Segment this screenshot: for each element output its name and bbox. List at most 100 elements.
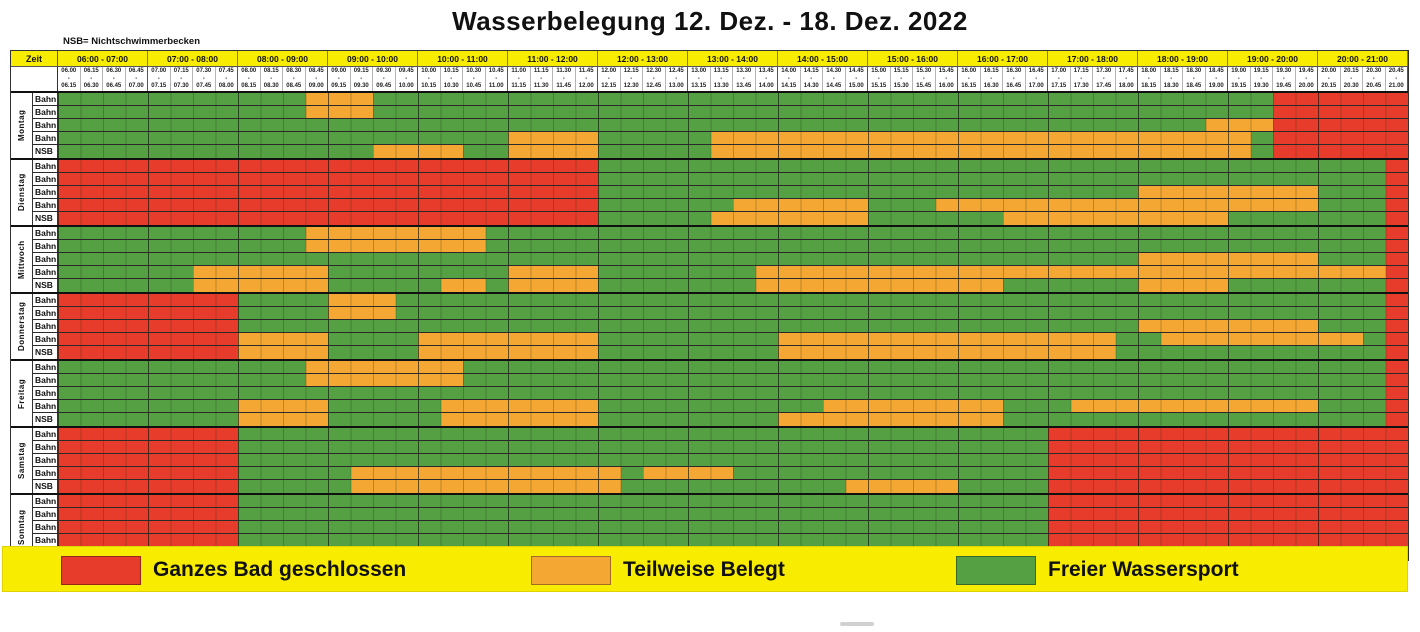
segment-ganzes-bad-geschlossen xyxy=(58,186,598,198)
quarter-header-cell: 09.15-09.30 xyxy=(351,67,373,91)
quarter-end-time: 18.30 xyxy=(1163,83,1179,89)
segment-freier-wassersport xyxy=(328,400,441,412)
segment-freier-wassersport xyxy=(238,508,1048,520)
segment-freier-wassersport xyxy=(238,521,1048,533)
quarter-header-cell: 09.00-09.15 xyxy=(328,67,351,91)
quarter-dash: - xyxy=(585,75,588,82)
segment-ganzes-bad-geschlossen xyxy=(58,333,238,345)
schedule-row-track xyxy=(58,160,1408,172)
quarter-dash: - xyxy=(1215,75,1218,82)
quarter-header-cell: 07.15-07.30 xyxy=(171,67,193,91)
segment-teilweise-belegt xyxy=(350,467,621,479)
quarter-end-time: 13.00 xyxy=(668,83,684,89)
quarter-dash: - xyxy=(1350,75,1353,82)
quarter-start-time: 12.00 xyxy=(601,68,617,74)
quarter-dash: - xyxy=(90,75,93,82)
segment-freier-wassersport xyxy=(238,428,1048,440)
quarter-end-time: 10.45 xyxy=(466,83,482,89)
row-label-nsb: NSB xyxy=(33,346,58,359)
row-label-bahn-3: Bahn 3 xyxy=(33,454,58,466)
quarter-start-time: 08.15 xyxy=(263,68,279,74)
quarter-start-time: 11.15 xyxy=(533,68,549,74)
quarter-start-time: 15.15 xyxy=(893,68,909,74)
quarter-dash: - xyxy=(517,75,520,82)
segment-ganzes-bad-geschlossen xyxy=(58,454,238,466)
quarter-end-time: 16.00 xyxy=(938,83,954,89)
quarter-dash: - xyxy=(135,75,138,82)
quarter-start-time: 14.15 xyxy=(803,68,819,74)
schedule-row: NSB xyxy=(33,346,1408,359)
quarter-end-time: 12.15 xyxy=(601,83,617,89)
hour-header-row: Zeit 06:00 - 07:00 07:00 - 08:00 08:00 - 0… xyxy=(11,51,1408,67)
segment-ganzes-bad-geschlossen xyxy=(1385,227,1408,239)
segment-freier-wassersport xyxy=(58,145,373,158)
row-label-bahn-2: Bahn 2 xyxy=(33,240,58,252)
zeit-header-cell: Zeit xyxy=(11,51,58,66)
segment-teilweise-belegt xyxy=(1138,279,1228,292)
segment-freier-wassersport xyxy=(395,294,1386,306)
segment-freier-wassersport xyxy=(598,413,778,426)
hour-header-cell: 07:00 - 08:00 xyxy=(148,51,238,66)
hour-header-cell: 16:00 - 17:00 xyxy=(958,51,1048,66)
quarter-start-time: 20.30 xyxy=(1366,68,1382,74)
quarter-header-cell: 14.15-14.30 xyxy=(801,67,823,91)
row-label-bahn-4: Bahn 4 xyxy=(33,266,58,278)
segment-teilweise-belegt xyxy=(710,212,868,225)
segment-teilweise-belegt xyxy=(238,333,328,345)
quarter-header-cell: 20.45-21.00 xyxy=(1386,67,1408,91)
quarter-dash: - xyxy=(675,75,678,82)
quarter-dash: - xyxy=(1080,75,1083,82)
row-label-bahn-4: Bahn 4 xyxy=(33,333,58,345)
quarter-start-time: 08.00 xyxy=(241,68,257,74)
quarter-end-time: 15.15 xyxy=(871,83,887,89)
quarter-end-time: 14.00 xyxy=(758,83,774,89)
quarter-header-cell: 16.00-16.15 xyxy=(958,67,981,91)
quarter-end-time: 10.30 xyxy=(443,83,459,89)
quarter-header-cell: 07.30-07.45 xyxy=(193,67,216,91)
row-label-bahn-1: Bahn 1 xyxy=(33,93,58,105)
quarter-dash: - xyxy=(180,75,183,82)
row-label-bahn-4: Bahn 4 xyxy=(33,400,58,412)
quarter-end-time: 13.45 xyxy=(736,83,752,89)
row-label-bahn-4: Bahn 4 xyxy=(33,199,58,211)
quarter-dash: - xyxy=(1305,75,1308,82)
quarter-end-time: 16.15 xyxy=(961,83,977,89)
quarter-start-time: 13.45 xyxy=(758,68,774,74)
quarter-dash: - xyxy=(1012,75,1015,82)
quarter-end-time: 07.15 xyxy=(151,83,167,89)
quarter-start-time: 16.00 xyxy=(961,68,977,74)
schedule-row-track xyxy=(58,186,1408,198)
schedule-row: Bahn 3 xyxy=(33,454,1408,467)
quarter-end-time: 18.00 xyxy=(1118,83,1134,89)
schedule-row: Bahn 2 xyxy=(33,508,1408,521)
day-label-donnerstag: Donnerstag xyxy=(11,294,33,359)
quarter-header-cell: 12.45-13.00 xyxy=(666,67,688,91)
quarter-end-time: 20.00 xyxy=(1298,83,1314,89)
segment-freier-wassersport xyxy=(1228,212,1386,225)
quarter-header-cell: 10.45-11.00 xyxy=(486,67,508,91)
quarter-start-time: 19.30 xyxy=(1276,68,1292,74)
quarter-start-time: 18.45 xyxy=(1208,68,1224,74)
quarter-end-time: 09.00 xyxy=(308,83,324,89)
schedule-row-track xyxy=(58,361,1408,373)
segment-freier-wassersport xyxy=(58,119,1206,131)
segment-ganzes-bad-geschlossen xyxy=(1273,119,1408,131)
quarter-start-time: 11.00 xyxy=(511,68,527,74)
quarter-header-cell: 16.45-17.00 xyxy=(1026,67,1048,91)
legend-label: Teilweise Belegt xyxy=(623,558,785,581)
partially-occupied-color-swatch xyxy=(531,555,611,585)
segment-teilweise-belegt xyxy=(1138,320,1318,332)
quarter-end-time: 20.45 xyxy=(1366,83,1382,89)
row-label-nsb: NSB xyxy=(33,145,58,158)
segment-freier-wassersport xyxy=(58,240,306,252)
quarter-dash: - xyxy=(630,75,633,82)
quarter-start-time: 09.45 xyxy=(398,68,414,74)
day-rows: Bahn 1Bahn 2Bahn 3Bahn 4NSB xyxy=(33,294,1408,359)
scan-artifact xyxy=(840,622,874,626)
schedule-row-track xyxy=(58,374,1408,386)
segment-freier-wassersport xyxy=(58,361,306,373)
schedule-row-track xyxy=(58,480,1408,493)
segment-freier-wassersport xyxy=(598,132,711,144)
row-label-bahn-3: Bahn 3 xyxy=(33,186,58,198)
